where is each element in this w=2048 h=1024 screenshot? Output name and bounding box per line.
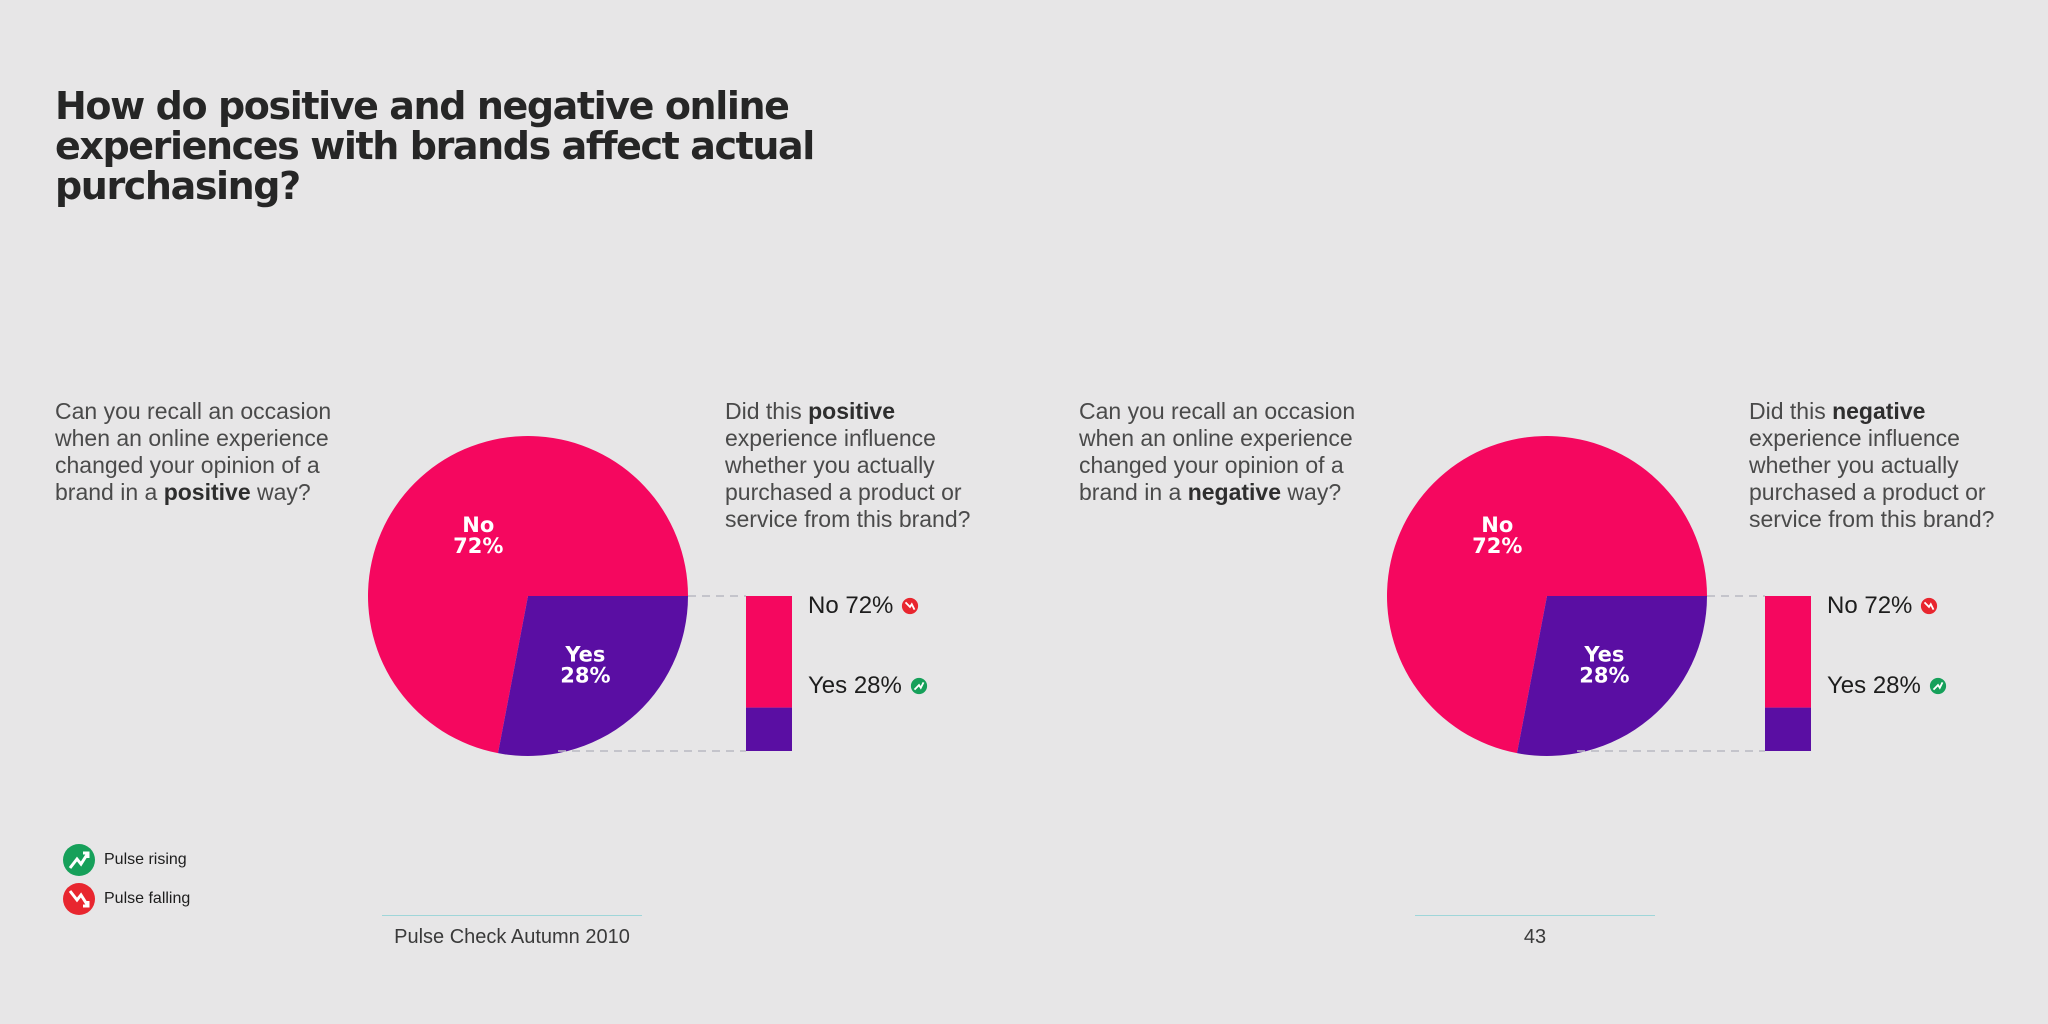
pulse-rising-icon: [910, 677, 927, 695]
key-pulse-falling: Pulse falling: [62, 882, 190, 916]
legend-no-negative: No 72%: [1827, 592, 1938, 620]
influence-question-negative: Did this negative experience influence w…: [1749, 398, 1995, 532]
pie-label-no-name: No: [1481, 513, 1513, 537]
pie-slice-yes: [1517, 596, 1707, 756]
key-rising-label: Pulse rising: [104, 851, 187, 868]
pulse-rising-icon: [1929, 677, 1946, 695]
recall-question-positive: Can you recall an occasion when an onlin…: [55, 398, 332, 505]
pulse-falling-icon: [1921, 597, 1938, 615]
legend-no-positive: No 72%: [808, 592, 919, 620]
footer-rule-right: [1415, 915, 1655, 916]
footer-rule-left: [382, 915, 642, 916]
pie-slice-no: [368, 436, 688, 754]
influence-question-positive: Did this positive experience influence w…: [725, 398, 971, 532]
legend-yes-negative: Yes 28%: [1827, 672, 1947, 700]
key-pulse-rising: Pulse rising: [62, 843, 187, 877]
pie-slice-yes: [498, 596, 688, 756]
pie-label-yes-name: Yes: [1583, 642, 1624, 666]
page-title: How do positive and negative online expe…: [55, 84, 815, 208]
bar-segment-yes: [746, 707, 792, 751]
bar-segment-no: [746, 596, 792, 708]
footer-publication: Pulse Check Autumn 2010: [394, 926, 630, 948]
pie-label-yes-name: Yes: [564, 642, 605, 666]
bar-segment-no: [1765, 596, 1811, 708]
legend-yes-positive: Yes 28%: [808, 672, 928, 700]
pulse-rising-icon: [63, 844, 95, 876]
bar-segment-yes: [1765, 707, 1811, 751]
pulse-falling-icon: [63, 883, 95, 915]
pulse-falling-icon: [902, 597, 919, 615]
pie-label-no-pct: 72%: [453, 534, 503, 558]
key-falling-label: Pulse falling: [104, 890, 191, 907]
pie-label-no-pct: 72%: [1472, 534, 1522, 558]
pie-slice-no: [1387, 436, 1707, 754]
pie-label-no-name: No: [462, 513, 494, 537]
recall-question-negative: Can you recall an occasion when an onlin…: [1079, 398, 1356, 505]
pie-label-yes-pct: 28%: [560, 663, 610, 687]
pie-label-yes-pct: 28%: [1579, 663, 1629, 687]
page-number: 43: [1523, 926, 1547, 948]
